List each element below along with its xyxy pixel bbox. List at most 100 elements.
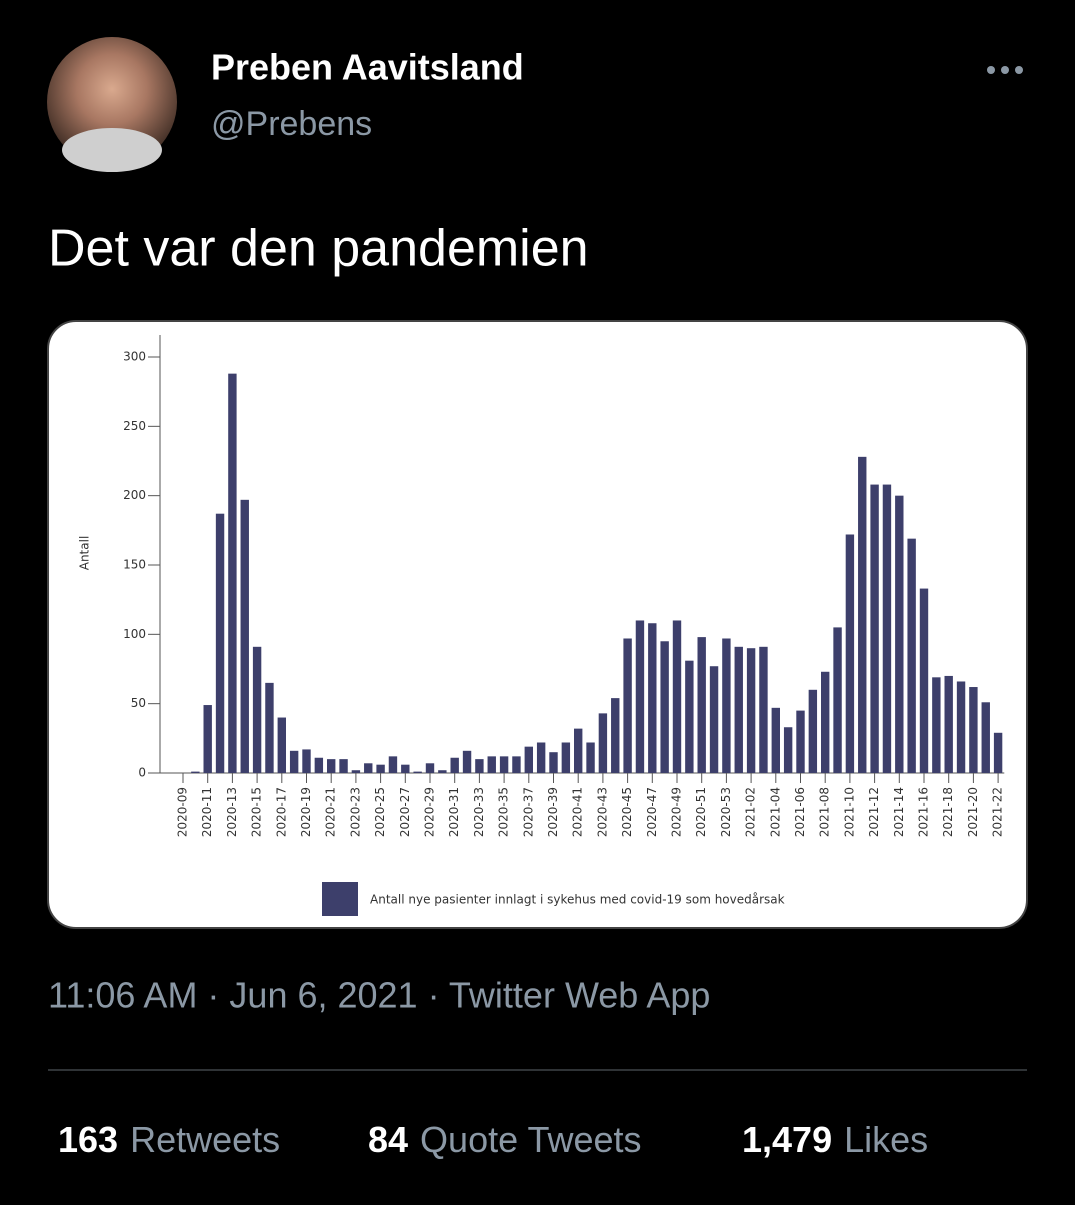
stat[interactable]: 1,479 Likes: [742, 1119, 928, 1160]
x-tick-label: 2020-35: [497, 787, 511, 837]
stat[interactable]: 84 Quote Tweets: [368, 1119, 642, 1160]
bar: [993, 732, 1003, 773]
bar: [302, 749, 311, 773]
bar: [919, 588, 929, 773]
x-tick-label: 2020-21: [324, 787, 338, 837]
x-tick-label: 2020-49: [670, 787, 684, 837]
y-tick-label: 250: [123, 419, 146, 433]
stat[interactable]: 163 Retweets: [58, 1119, 280, 1160]
x-tick-label: 2021-02: [744, 787, 758, 837]
y-tick-label: 300: [123, 350, 146, 364]
y-tick-label: 150: [123, 558, 146, 572]
x-tick-label: 2020-47: [645, 787, 659, 837]
y-axis-label: Antall: [78, 536, 92, 571]
bar: [191, 771, 200, 773]
x-tick-label: 2020-31: [447, 787, 461, 837]
bar: [598, 713, 608, 773]
bar: [672, 620, 682, 773]
user-name[interactable]: Preben Aavitsland: [211, 47, 524, 88]
stat-label: Retweets: [130, 1119, 280, 1160]
x-tick-label: 2021-06: [793, 787, 807, 837]
x-tick-label: 2020-33: [472, 787, 486, 837]
bar: [759, 646, 768, 773]
bar: [845, 534, 855, 773]
chart-card[interactable]: [47, 320, 1028, 929]
x-tick-label: 2020-17: [274, 787, 288, 837]
stat-label: Likes: [844, 1119, 928, 1160]
more-menu[interactable]: [987, 66, 1023, 74]
bar: [549, 752, 558, 773]
bar: [462, 750, 472, 773]
bar: [388, 756, 398, 773]
bar: [623, 638, 632, 773]
bar: [364, 763, 373, 773]
legend-swatch: [322, 882, 358, 916]
y-tick-label: 0: [138, 766, 146, 780]
x-tick-label: 2021-14: [892, 787, 906, 837]
x-tick-label: 2021-18: [941, 787, 955, 837]
bar: [969, 687, 978, 773]
stat-count: 1,479: [742, 1119, 832, 1160]
bar: [783, 727, 793, 773]
x-tick-label: 2020-25: [373, 787, 387, 837]
x-tick-label: 2020-37: [521, 787, 535, 837]
bar: [697, 637, 706, 773]
x-tick-label: 2021-04: [768, 787, 782, 837]
bar: [771, 707, 780, 773]
bar: [252, 646, 262, 773]
bar: [722, 638, 731, 773]
bar: [240, 499, 249, 773]
x-tick-label: 2020-27: [398, 787, 412, 837]
timestamp[interactable]: 11:06 AM · Jun 6, 2021 · Twitter Web App: [48, 975, 710, 1016]
bar: [907, 538, 916, 773]
x-tick-label: 2020-41: [571, 787, 585, 837]
bar: [524, 746, 533, 773]
bar: [487, 756, 496, 773]
stats: 163 Retweets 84 Quote Tweets 1,479 Likes: [58, 1119, 928, 1160]
bar: [660, 641, 669, 773]
bar: [265, 682, 274, 773]
bar: [401, 764, 410, 773]
avatar[interactable]: [47, 37, 177, 172]
bar: [339, 759, 348, 773]
bar: [796, 710, 805, 773]
bar: [376, 764, 385, 773]
stat-count: 84: [368, 1119, 408, 1160]
bar: [475, 759, 484, 773]
bar: [944, 675, 953, 773]
bar: [685, 660, 694, 773]
bar: [821, 671, 830, 773]
x-tick-label: 2020-39: [546, 787, 560, 837]
x-tick-label: 2021-08: [818, 787, 832, 837]
bar: [215, 513, 225, 773]
x-tick-label: 2020-29: [423, 787, 437, 837]
bar: [882, 484, 892, 773]
bar: [932, 677, 941, 773]
bar: [512, 756, 521, 773]
y-tick-label: 50: [131, 696, 146, 710]
bar: [289, 750, 299, 773]
bar: [327, 759, 336, 773]
bar: [536, 742, 546, 773]
y-tick-label: 200: [123, 488, 146, 502]
x-tick-label: 2020-51: [694, 787, 708, 837]
x-tick-label: 2021-20: [966, 787, 980, 837]
bar: [746, 648, 756, 773]
bar: [574, 728, 583, 773]
chart: 0 50 100 150 200 250 300 Antall 2020-09 2020-11 20…: [78, 335, 1005, 916]
x-tick-label: 2021-22: [991, 787, 1005, 837]
bar: [611, 698, 620, 773]
bar: [277, 717, 286, 773]
bar: [438, 770, 447, 773]
x-tick-label: 2020-15: [250, 787, 264, 837]
bar: [833, 627, 842, 773]
bar: [858, 456, 867, 773]
bar: [808, 689, 818, 773]
bar: [870, 484, 879, 773]
x-tick-label: 2020-11: [200, 787, 214, 837]
bar: [586, 742, 595, 773]
bar: [561, 742, 571, 773]
bar: [228, 373, 237, 773]
user-handle[interactable]: @Prebens: [211, 105, 372, 143]
